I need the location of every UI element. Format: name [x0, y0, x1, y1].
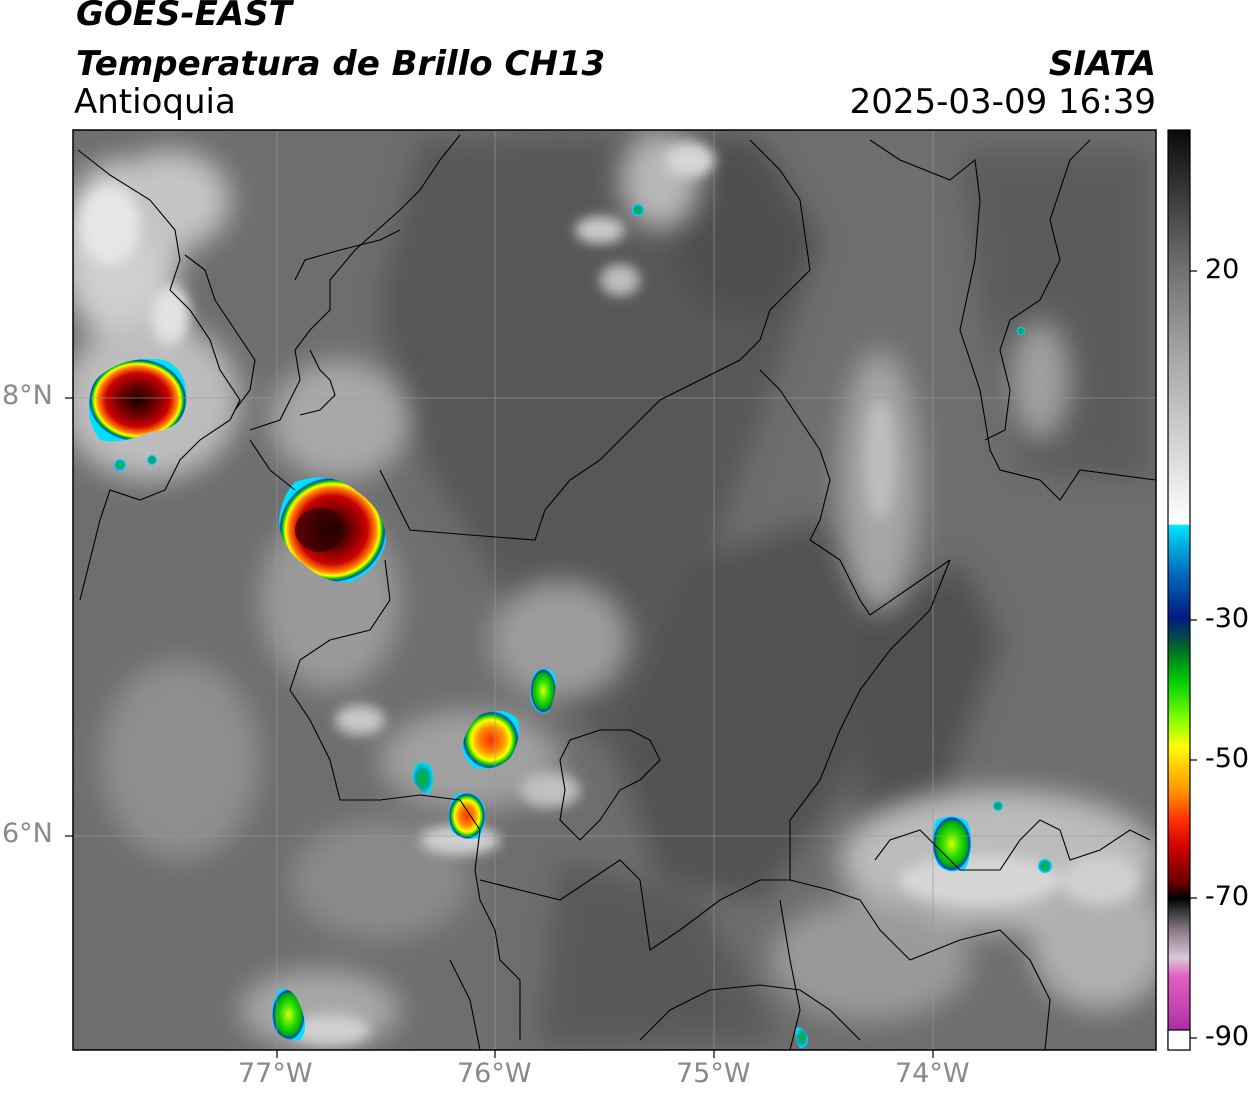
figure-datetime: 2025-03-09 16:39 — [849, 82, 1156, 122]
colorbar — [1167, 129, 1197, 1051]
grid-lines — [73, 130, 1156, 1050]
x-tick-label: 74°W — [895, 1058, 970, 1089]
storm-cells — [88, 204, 1052, 1048]
figure-agency: SIATA — [1048, 44, 1156, 84]
figure-title-product: Temperatura de Brillo CH13 — [76, 44, 606, 84]
colorbar-tick-label: -50 — [1205, 743, 1250, 774]
axis-ticks — [65, 397, 934, 1058]
colorbar-tick-label: 20 — [1205, 254, 1240, 285]
colorbar-tick-label: -90 — [1205, 1021, 1250, 1052]
y-tick-label: 6°N — [2, 818, 53, 849]
figure-subtitle-region: Antioquia — [74, 82, 236, 122]
figure-title-satellite: GOES-EAST — [76, 0, 292, 34]
colorbar-tick-label: -70 — [1205, 881, 1250, 912]
x-tick-label: 77°W — [238, 1058, 313, 1089]
boundary-lines — [77, 134, 1156, 1050]
x-tick-label: 75°W — [676, 1058, 751, 1089]
map-frame — [72, 129, 1157, 1051]
x-tick-label: 76°W — [457, 1058, 532, 1089]
colorbar-tick-label: -30 — [1205, 603, 1250, 634]
satellite-image — [73, 130, 1156, 1050]
y-tick-label: 8°N — [2, 380, 53, 411]
